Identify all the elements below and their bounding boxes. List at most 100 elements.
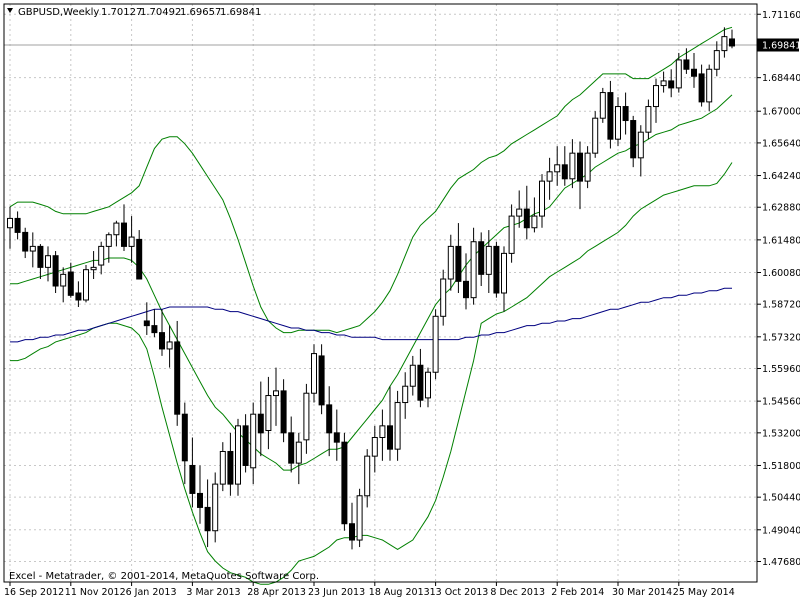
candle-body-up — [273, 390, 279, 397]
candle-body-down — [151, 325, 158, 334]
candle — [288, 416, 295, 473]
candle-body-up — [250, 413, 257, 469]
candle — [181, 402, 188, 485]
candle-body-up — [713, 50, 720, 70]
y-tick-label: 1.61480 — [762, 235, 800, 246]
copyright-text: Excel - Metatrader, © 2001-2014, MetaQuo… — [9, 571, 319, 582]
candle-body-down — [318, 355, 325, 406]
candle-body-up — [409, 364, 416, 387]
candle — [14, 211, 21, 240]
candle-body-down — [257, 413, 264, 434]
y-tick-label: 1.55960 — [762, 364, 800, 375]
x-axis: 16 Sep 2012 11 Nov 2012 6 Jan 2013 3 Mar 20… — [4, 582, 735, 598]
candle-body-down — [22, 231, 29, 252]
candle — [128, 216, 135, 263]
candle — [561, 146, 568, 186]
candle-body-up — [645, 106, 652, 133]
dropdown-triangle-icon[interactable] — [7, 8, 13, 13]
candle — [660, 71, 667, 93]
candle-body-up — [539, 180, 545, 217]
candle-body-down — [683, 59, 690, 70]
candle-body-up — [470, 241, 477, 299]
y-tick-label: 1.53200 — [762, 428, 800, 439]
candle — [52, 251, 59, 293]
moving-average-line — [10, 287, 732, 343]
y-tick-label: 1.65640 — [762, 138, 800, 149]
candle-body-up — [721, 36, 728, 52]
candle-body-down — [197, 492, 203, 508]
y-tick-label: 1.67000 — [762, 107, 800, 118]
candle — [98, 241, 105, 275]
candle — [265, 376, 272, 450]
candle — [645, 99, 652, 140]
candle — [470, 227, 477, 305]
candle — [417, 348, 424, 408]
candle — [584, 146, 591, 189]
candle-body-down — [577, 152, 583, 182]
candle-body-down — [136, 238, 143, 280]
candle — [90, 251, 97, 280]
candle — [691, 52, 697, 88]
candle — [683, 48, 690, 74]
candle — [447, 234, 454, 291]
candle — [349, 502, 355, 550]
candle-body-up — [166, 341, 173, 350]
x-tick-label: 28 Apr 2013 — [247, 587, 306, 598]
candle-body-up — [113, 222, 120, 236]
candle-body-down — [493, 245, 500, 294]
candle — [333, 409, 340, 461]
candle — [60, 267, 67, 303]
candle-body-down — [417, 364, 424, 401]
candle — [402, 372, 409, 419]
candle-body-down — [181, 413, 188, 462]
candle — [227, 432, 234, 496]
y-tick-label: 1.51800 — [762, 461, 800, 472]
candle-body-up — [105, 234, 112, 247]
candle — [630, 115, 637, 168]
candle — [607, 80, 614, 149]
x-tick-label: 25 May 2014 — [673, 587, 735, 598]
candle — [432, 309, 439, 380]
candle — [721, 27, 728, 58]
y-tick-label: 1.57320 — [762, 332, 800, 343]
candle — [425, 367, 431, 408]
candle — [326, 386, 333, 457]
candle-body-down — [349, 523, 355, 541]
open-value: 1.70127 — [101, 7, 142, 18]
candle-body-down — [37, 245, 44, 268]
candle — [311, 344, 317, 403]
candle — [371, 425, 378, 473]
x-tick-label: 6 Jan 2013 — [126, 587, 177, 598]
candle — [569, 139, 576, 189]
candle — [675, 52, 682, 93]
candle — [508, 204, 515, 263]
x-tick-label: 30 Mar 2014 — [612, 587, 672, 598]
bollinger-middle-line — [10, 94, 733, 471]
candle — [295, 432, 302, 485]
candle-body-up — [219, 450, 226, 485]
candle — [409, 355, 416, 396]
candle — [523, 185, 530, 240]
candle — [485, 230, 492, 293]
candle — [105, 232, 112, 263]
candle-body-up — [295, 441, 302, 464]
x-tick-label: 16 Sep 2012 — [4, 587, 64, 598]
candle — [143, 302, 150, 335]
y-tick-label: 1.47680 — [762, 557, 800, 568]
candle — [197, 465, 203, 524]
candle-body-up — [485, 245, 492, 275]
candle — [698, 64, 705, 107]
y-tick-label: 1.58720 — [762, 300, 800, 311]
candle — [280, 379, 287, 443]
x-tick-label: 18 Aug 2013 — [369, 587, 430, 598]
candle-body-up — [675, 59, 682, 89]
current-price-label: 1.69841 — [762, 40, 800, 51]
candle — [637, 125, 644, 177]
candle — [379, 409, 386, 461]
candle — [554, 146, 561, 186]
candle-body-down — [67, 271, 74, 296]
candle — [250, 402, 257, 485]
candle — [67, 262, 74, 298]
candle-body-up — [90, 266, 97, 271]
